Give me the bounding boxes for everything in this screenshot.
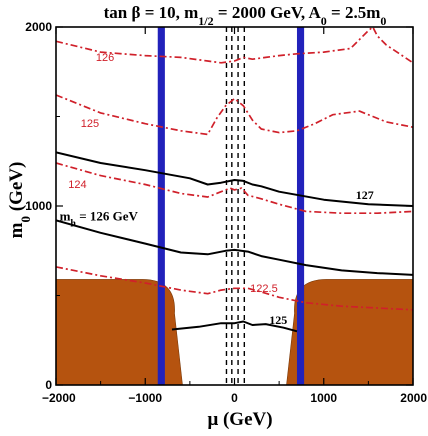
x-tick-label-2: −1000 xyxy=(128,391,162,405)
contour-label-3: 124 xyxy=(68,179,86,191)
y-tick-label-3: 2000 xyxy=(25,20,52,34)
contour-label-4: 122.5 xyxy=(250,283,278,295)
black-contour-3 xyxy=(171,320,298,333)
x-tick-label-4: 1000 xyxy=(310,391,337,405)
axis-ticks: −2000 −1000 0 1000 2000 0 1000 2000 xyxy=(25,20,427,405)
y-tick-label-2: 1000 xyxy=(25,199,52,213)
contour-label-5: 127 xyxy=(356,188,374,202)
y-axis-label: m0 (GeV) xyxy=(6,162,33,239)
y-tick-label-1: 0 xyxy=(45,378,52,392)
y-axis-label-text: m0 (GeV) xyxy=(6,162,33,239)
red-contour-7 xyxy=(56,266,413,311)
blue-band-2 xyxy=(296,27,305,385)
x-tick-label-1: −2000 xyxy=(42,391,76,405)
black-contour-2 xyxy=(56,219,413,276)
x-axis-label: μ (GeV) xyxy=(207,409,272,430)
red-contour-6 xyxy=(56,162,413,215)
x-tick-label-5: 2000 xyxy=(400,391,427,405)
red-contour-5 xyxy=(56,94,413,136)
chart-title: tan β = 10, m1/2 = 2000 GeV, A0 = 2.5m0 xyxy=(104,3,387,28)
blue-band-1 xyxy=(157,27,165,385)
contour-label-6: 125 xyxy=(269,313,287,327)
mh-label: mh = 126 GeV xyxy=(60,208,139,229)
plot-area: 126 125 124 122.5 127 125 mh = 126 GeV xyxy=(56,27,413,385)
red-contour-4 xyxy=(56,27,413,64)
x-tick-label-3: 0 xyxy=(231,391,238,405)
contour-label-1: 126 xyxy=(96,52,114,64)
chart-title-text: tan β = 10, m1/2 = 2000 GeV, A0 = 2.5m0 xyxy=(104,3,387,28)
excluded-region-right xyxy=(286,279,413,385)
contour-label-2: 125 xyxy=(81,118,99,130)
excluded-region-left xyxy=(56,279,183,385)
black-contour-1 xyxy=(56,151,413,207)
